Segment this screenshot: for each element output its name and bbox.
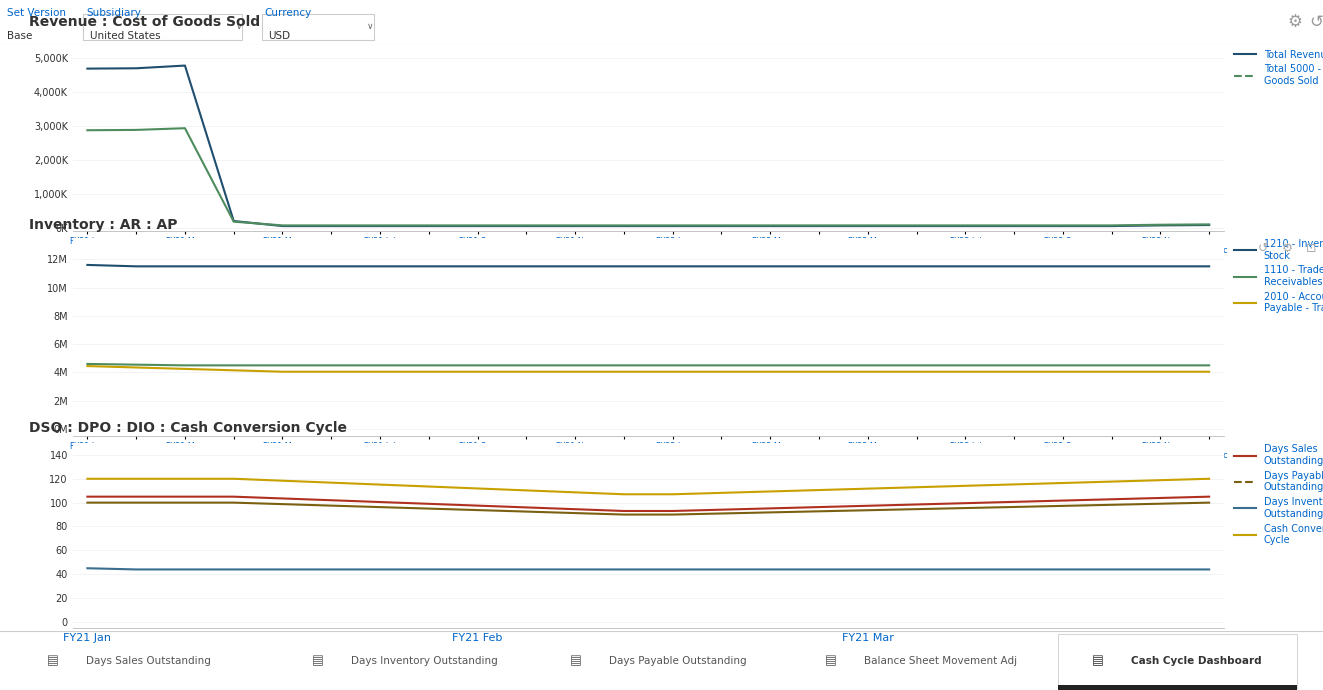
Text: Inventory : AR : AP: Inventory : AR : AP — [29, 218, 177, 233]
Text: ▤: ▤ — [312, 654, 323, 667]
Text: ∨: ∨ — [366, 21, 373, 30]
Text: Cash Cycle Dashboard: Cash Cycle Dashboard — [1131, 656, 1262, 666]
Text: ∨: ∨ — [235, 21, 242, 30]
Text: Base: Base — [7, 31, 32, 41]
Text: USD: USD — [269, 31, 291, 41]
Legend: Total Revenue, Total 5000 - Cost of
Goods Sold: Total Revenue, Total 5000 - Cost of Good… — [1234, 50, 1323, 86]
FancyBboxPatch shape — [262, 14, 374, 40]
Text: ⚙: ⚙ — [1282, 241, 1293, 255]
FancyBboxPatch shape — [83, 14, 242, 40]
Text: Days Sales Outstanding: Days Sales Outstanding — [86, 656, 210, 666]
Text: ↺: ↺ — [1310, 13, 1323, 32]
Text: Days Inventory Outstanding: Days Inventory Outstanding — [351, 656, 497, 666]
Legend: 1210 - Inventory In
Stock, 1110 - Trade
Receivables, 2010 - Accounts
Payable - T: 1210 - Inventory In Stock, 1110 - Trade … — [1234, 239, 1323, 313]
Text: Days Payable Outstanding: Days Payable Outstanding — [609, 656, 746, 666]
Text: ⚙: ⚙ — [1287, 13, 1303, 32]
FancyBboxPatch shape — [1058, 633, 1297, 688]
Text: ▤: ▤ — [570, 654, 581, 667]
Text: ▤: ▤ — [1093, 654, 1103, 667]
Legend: Days Sales
Outstanding, Days Payable
Outstanding, Days Inventory
Outstanding, Ca: Days Sales Outstanding, Days Payable Out… — [1234, 444, 1323, 545]
Text: ▤: ▤ — [48, 654, 58, 667]
Text: Revenue : Cost of Goods Sold: Revenue : Cost of Goods Sold — [29, 15, 261, 30]
Text: Subsidiary: Subsidiary — [86, 8, 140, 18]
Text: ↺: ↺ — [1258, 241, 1269, 255]
Text: Balance Sheet Movement Adj: Balance Sheet Movement Adj — [864, 656, 1017, 666]
Text: DSO : DPO : DIO : Cash Conversion Cycle: DSO : DPO : DIO : Cash Conversion Cycle — [29, 421, 347, 435]
Text: ⊡: ⊡ — [1306, 241, 1316, 255]
Text: ▤: ▤ — [826, 654, 836, 667]
FancyBboxPatch shape — [1058, 685, 1297, 690]
Text: Currency: Currency — [265, 8, 312, 18]
Text: United States: United States — [90, 31, 160, 41]
Text: Set Version: Set Version — [7, 8, 66, 18]
